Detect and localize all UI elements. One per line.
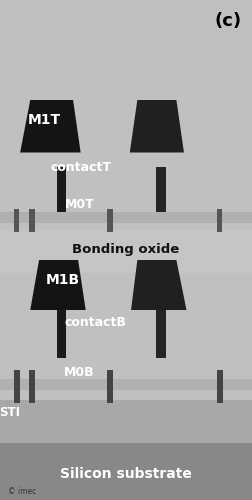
Text: (c): (c) bbox=[215, 12, 242, 30]
Text: contactB: contactB bbox=[65, 316, 127, 329]
Bar bbox=[156, 310, 166, 358]
Bar bbox=[0, 379, 252, 390]
Polygon shape bbox=[20, 100, 81, 152]
Text: © imec: © imec bbox=[8, 487, 36, 496]
Bar bbox=[217, 370, 223, 402]
Text: contactT: contactT bbox=[50, 161, 111, 174]
Polygon shape bbox=[30, 260, 86, 310]
Bar bbox=[14, 210, 19, 232]
Bar bbox=[0, 400, 252, 442]
Bar bbox=[107, 210, 113, 232]
Polygon shape bbox=[131, 260, 186, 310]
Bar bbox=[29, 210, 35, 232]
Bar bbox=[0, 0, 252, 100]
Text: M1T: M1T bbox=[27, 113, 61, 127]
Text: STI: STI bbox=[0, 406, 21, 419]
Bar bbox=[29, 370, 35, 402]
Bar bbox=[14, 370, 20, 402]
Bar bbox=[57, 310, 66, 358]
Bar bbox=[156, 166, 166, 212]
Text: M0T: M0T bbox=[65, 198, 94, 211]
Bar bbox=[217, 210, 222, 232]
Bar bbox=[0, 442, 252, 500]
Text: Silicon substrate: Silicon substrate bbox=[60, 467, 192, 481]
Bar bbox=[57, 166, 66, 212]
Bar bbox=[0, 230, 252, 272]
Text: M1B: M1B bbox=[46, 273, 80, 287]
Text: Bonding oxide: Bonding oxide bbox=[72, 242, 180, 256]
Polygon shape bbox=[130, 100, 184, 152]
Bar bbox=[107, 370, 113, 402]
Bar bbox=[0, 212, 252, 222]
Text: M0B: M0B bbox=[64, 366, 95, 379]
